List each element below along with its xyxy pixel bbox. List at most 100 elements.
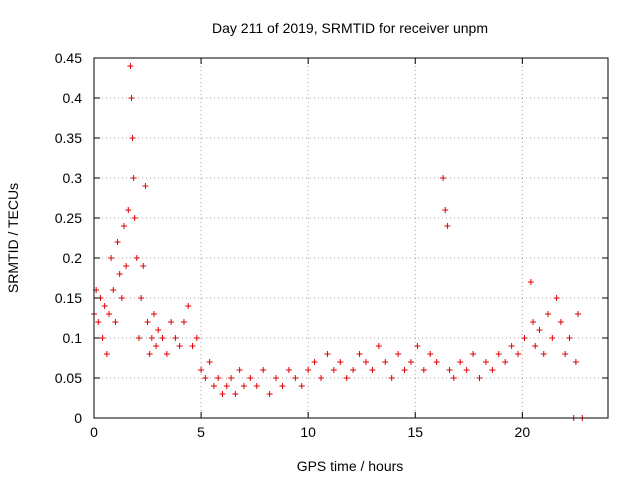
data-point: [375, 343, 382, 349]
data-point: [553, 295, 560, 301]
data-point: [215, 375, 222, 381]
x-tick-label: 15: [407, 424, 423, 440]
data-point: [144, 319, 151, 325]
data-point: [202, 375, 209, 381]
data-point: [330, 367, 337, 373]
axis-ticks: [93, 57, 608, 419]
data-point: [116, 271, 123, 277]
data-point: [557, 319, 564, 325]
data-point: [95, 319, 102, 325]
data-point: [279, 383, 286, 389]
data-point: [172, 335, 179, 341]
data-point: [298, 383, 305, 389]
data-point: [142, 183, 149, 189]
data-point: [153, 343, 160, 349]
data-point: [292, 375, 299, 381]
data-point: [382, 359, 389, 365]
data-point: [273, 375, 280, 381]
data-point: [260, 367, 267, 373]
data-point: [193, 335, 200, 341]
data-point: [223, 383, 230, 389]
data-point: [508, 343, 515, 349]
data-point: [155, 327, 162, 333]
data-point: [236, 367, 243, 373]
data-point: [146, 351, 153, 357]
data-point: [395, 351, 402, 357]
data-point: [138, 295, 145, 301]
data-point: [125, 207, 132, 213]
data-point: [446, 367, 453, 373]
data-point: [532, 343, 539, 349]
grid: [94, 58, 608, 418]
y-tick-label: 0.25: [55, 210, 82, 226]
data-point: [99, 335, 106, 341]
data-point: [105, 311, 112, 317]
y-tick-label: 0: [74, 410, 82, 426]
data-point: [133, 255, 140, 261]
data-point: [305, 367, 312, 373]
data-point: [206, 359, 213, 365]
data-point: [515, 351, 522, 357]
data-point: [420, 367, 427, 373]
data-point: [482, 359, 489, 365]
data-point: [545, 311, 552, 317]
x-tick-label: 5: [197, 424, 205, 440]
data-point: [148, 335, 155, 341]
data-point: [457, 359, 464, 365]
data-point: [163, 351, 170, 357]
data-point: [253, 383, 260, 389]
data-point: [247, 375, 254, 381]
data-point: [103, 351, 110, 357]
data-point: [101, 303, 108, 309]
data-point: [180, 319, 187, 325]
data-point: [440, 175, 447, 181]
data-point: [176, 343, 183, 349]
data-point: [337, 359, 344, 365]
y-tick-label: 0.3: [63, 170, 83, 186]
data-point: [388, 375, 395, 381]
plot-frame: [93, 57, 609, 419]
data-point: [112, 319, 119, 325]
data-point: [444, 223, 451, 229]
data-point: [495, 351, 502, 357]
x-tick-label: 0: [90, 424, 98, 440]
x-tick-label: 20: [515, 424, 531, 440]
data-point: [521, 335, 528, 341]
data-point: [369, 367, 376, 373]
data-point: [108, 255, 115, 261]
data-point: [123, 263, 130, 269]
y-tick-label: 0.05: [55, 370, 82, 386]
data-point: [470, 351, 477, 357]
data-point: [114, 239, 121, 245]
x-tick-labels: 0 5 10 15 20: [90, 424, 530, 440]
data-point: [240, 383, 247, 389]
data-point: [324, 351, 331, 357]
data-point: [450, 375, 457, 381]
data-point: [127, 63, 134, 69]
y-tick-label: 0.1: [63, 330, 83, 346]
chart-title: Day 211 of 2019, SRMTID for receiver unp…: [212, 20, 488, 36]
data-point: [140, 263, 147, 269]
data-point: [110, 287, 117, 293]
data-point: [536, 327, 543, 333]
data-point: [159, 335, 166, 341]
data-point: [549, 335, 556, 341]
y-tick-label: 0.45: [55, 50, 82, 66]
data-point: [356, 351, 363, 357]
data-point: [562, 351, 569, 357]
data-point: [168, 319, 175, 325]
y-tick-label: 0.4: [63, 90, 83, 106]
y-axis-label: SRMTID / TECUs: [5, 183, 21, 293]
y-tick-label: 0.15: [55, 290, 82, 306]
data-point: [572, 359, 579, 365]
data-point: [350, 367, 357, 373]
data-point: [407, 359, 414, 365]
data-point: [129, 135, 136, 141]
data-points: [91, 63, 586, 421]
data-point: [433, 359, 440, 365]
data-point: [414, 343, 421, 349]
data-point: [128, 95, 135, 101]
data-point: [131, 215, 138, 221]
data-point: [343, 375, 350, 381]
